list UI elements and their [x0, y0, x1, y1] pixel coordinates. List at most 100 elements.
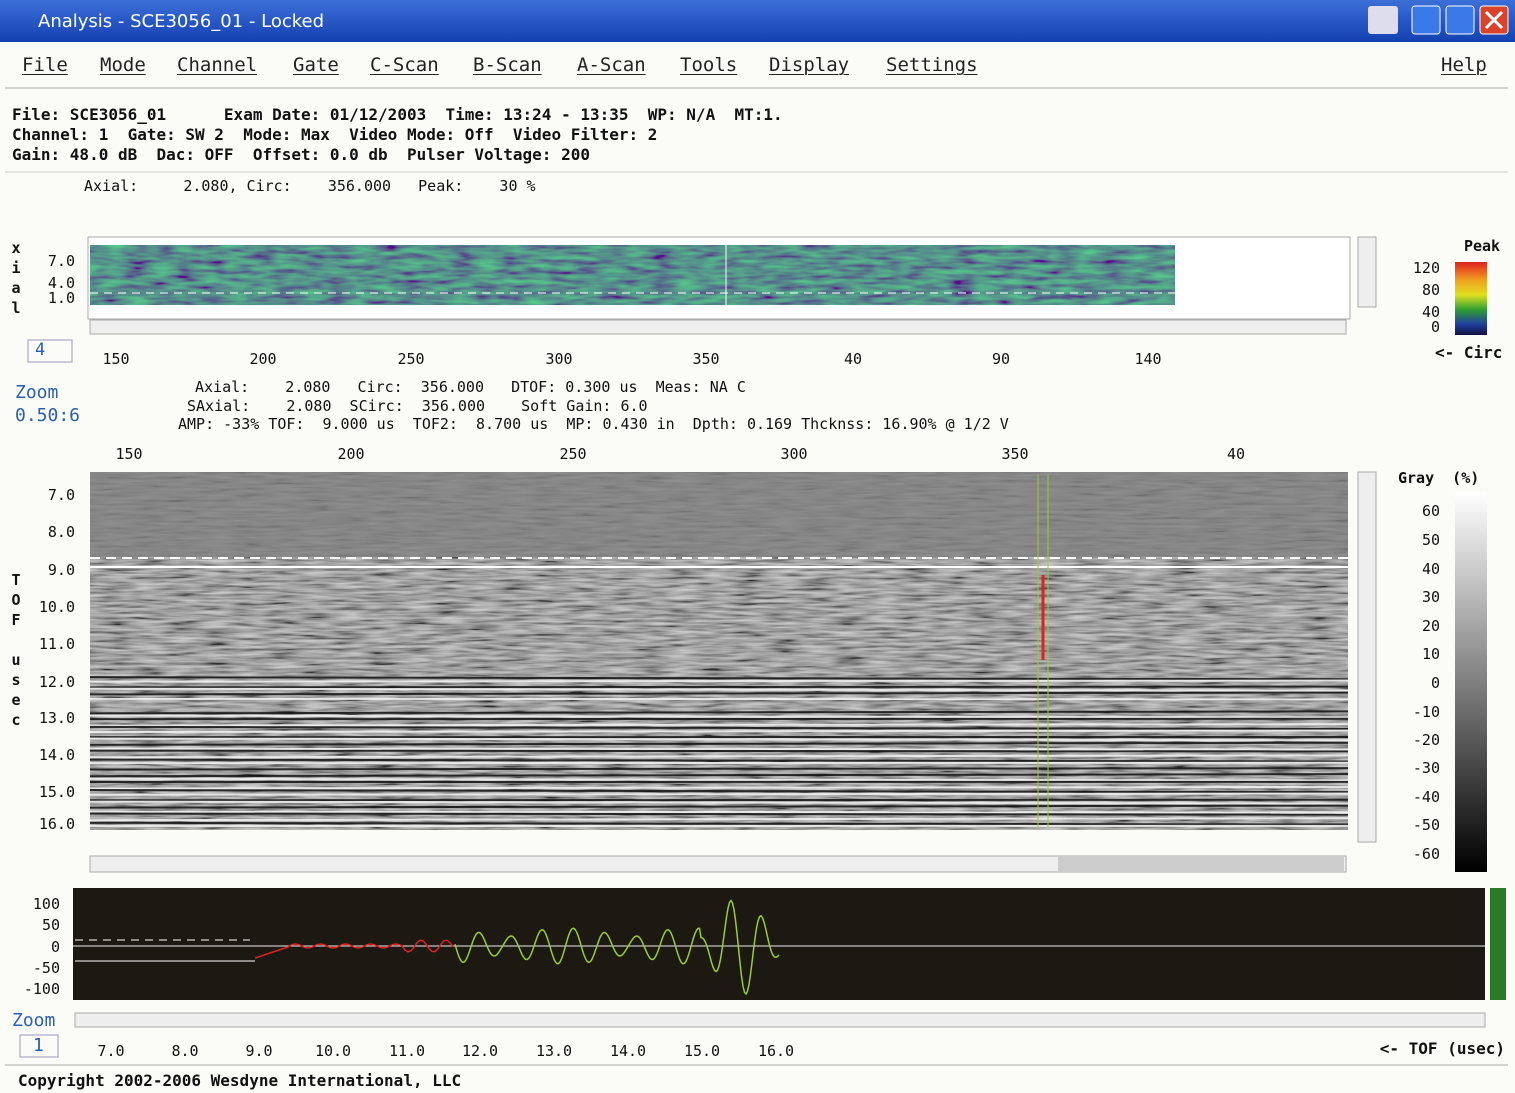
legend-tick-label: -30	[1413, 758, 1440, 778]
y-tick-label: 0	[51, 937, 60, 957]
exam-info: File: SCE3056_01 Exam Date: 01/12/2003 T…	[12, 105, 783, 125]
y-tick-label: -50	[33, 958, 60, 978]
x-tick-label: 200	[249, 349, 276, 369]
x-tick-label: 7.0	[97, 1041, 124, 1061]
y-tick-label: 8.0	[48, 522, 75, 542]
y-tick-label: 50	[42, 915, 60, 935]
application-window: Analysis - SCE3056_01 - Locked File Mode Ch…	[0, 0, 1515, 1093]
y-tick-label: 13.0	[39, 708, 75, 728]
y-tick-label: 10.0	[39, 597, 75, 617]
bscan-readout: SAxial: 2.080 SCirc: 356.000 Soft Gain: …	[187, 396, 648, 416]
bscan-stripe	[90, 748, 1348, 749]
minimize-button[interactable]	[1412, 6, 1440, 34]
x-tick-label: 8.0	[171, 1041, 198, 1061]
index-value: 4	[35, 340, 45, 360]
x-tick-label: 15.0	[684, 1041, 720, 1061]
x-tick-label: 250	[397, 349, 424, 369]
legend-tick-label: 10	[1422, 644, 1440, 664]
exam-info: Gain: 48.0 dB Dac: OFF Offset: 0.0 db Pu…	[12, 145, 590, 165]
x-tick-label: 13.0	[536, 1041, 572, 1061]
ascan-plot	[73, 888, 1485, 1000]
x-tick-label: 150	[115, 444, 142, 464]
window-title: Analysis - SCE3056_01 - Locked	[38, 12, 324, 32]
x-tick-label: 150	[102, 349, 129, 369]
bscan-stripe	[90, 724, 1348, 725]
x-tick-label: 350	[692, 349, 719, 369]
ascan-vscroll[interactable]	[1490, 888, 1506, 1000]
y-tick-label: 1.0	[48, 288, 75, 308]
legend-tick-label: 30	[1422, 587, 1440, 607]
axis-label: xial	[10, 238, 22, 318]
legend-title: Gray (%)	[1398, 468, 1479, 488]
axis-label: usec	[10, 650, 22, 730]
legend-tick-label: 40	[1422, 559, 1440, 579]
axis-hint: <- Circ	[1435, 343, 1502, 363]
legend-tick-label: 50	[1422, 530, 1440, 550]
menu-item[interactable]: A-Scan	[577, 55, 646, 75]
y-tick-label: 7.0	[48, 251, 75, 271]
bscan-vscroll[interactable]	[1358, 472, 1376, 842]
axis-label: TOF	[10, 570, 22, 630]
x-tick-label: 9.0	[245, 1041, 272, 1061]
x-tick-label: 40	[844, 349, 862, 369]
legend-tick-label: -40	[1413, 787, 1440, 807]
ascan-scrollbar[interactable]	[75, 1013, 1485, 1027]
menu-item[interactable]: Display	[769, 55, 849, 75]
legend-tick-label: 80	[1422, 280, 1440, 300]
scroll-thumb[interactable]	[1058, 857, 1344, 871]
bscan-upper	[90, 472, 1348, 557]
peak-colorbar	[1455, 262, 1487, 335]
legend-tick-label: 0	[1431, 317, 1440, 337]
y-tick-label: 12.0	[39, 672, 75, 692]
menu-item[interactable]: Mode	[100, 55, 146, 75]
bscan-stripe	[90, 751, 1348, 752]
x-tick-label: 140	[1134, 349, 1161, 369]
cscan-vscroll[interactable]	[1358, 237, 1376, 307]
bscan-stripe	[90, 768, 1348, 769]
x-tick-label: 300	[780, 444, 807, 464]
legend-tick-label: -20	[1413, 730, 1440, 750]
zoom-label: Zoom	[15, 383, 58, 403]
x-tick-label: 12.0	[462, 1041, 498, 1061]
cscan-scrollbar[interactable]	[90, 320, 1346, 334]
menu-item[interactable]: Gate	[293, 55, 339, 75]
y-tick-label: 7.0	[48, 485, 75, 505]
legend-tick-label: 120	[1413, 258, 1440, 278]
status-bar: Copyright 2002-2006 Wesdyne Internationa…	[18, 1071, 461, 1091]
legend-tick-label: -50	[1413, 815, 1440, 835]
y-tick-label: 16.0	[39, 814, 75, 834]
cscan-readout: Axial: 2.080, Circ: 356.000 Peak: 30 %	[84, 176, 536, 196]
zoom-value: 1	[33, 1036, 44, 1056]
x-tick-label: 300	[545, 349, 572, 369]
menu-item[interactable]: Help	[1441, 55, 1487, 75]
bscan-stripe	[90, 812, 1348, 813]
cscan-texture	[90, 245, 1175, 305]
y-tick-label: 14.0	[39, 745, 75, 765]
zoom-label: Zoom	[12, 1011, 55, 1031]
menu-item[interactable]: Tools	[680, 55, 737, 75]
legend-title: Peak	[1464, 236, 1500, 256]
x-tick-label: 10.0	[315, 1041, 351, 1061]
menu-item[interactable]: C-Scan	[370, 55, 439, 75]
gray-colorbar	[1455, 492, 1487, 872]
bscan-stripe	[90, 681, 1348, 682]
menu-item[interactable]: Channel	[177, 55, 257, 75]
menu-item[interactable]: Settings	[886, 55, 978, 75]
legend-tick-label: 0	[1431, 673, 1440, 693]
maximize-button[interactable]	[1446, 6, 1474, 34]
bscan-stripe	[90, 794, 1348, 795]
menu-item[interactable]: B-Scan	[473, 55, 542, 75]
menu-item[interactable]: File	[22, 55, 68, 75]
legend-tick-label: -10	[1413, 702, 1440, 722]
bscan-stripe	[90, 814, 1348, 815]
legend-tick-label: -60	[1413, 844, 1440, 864]
y-tick-label: 15.0	[39, 782, 75, 802]
x-tick-label: 350	[1001, 444, 1028, 464]
bscan-readout: Axial: 2.080 Circ: 356.000 DTOF: 0.300 u…	[195, 377, 746, 397]
x-tick-label: 90	[992, 349, 1010, 369]
print-button[interactable]	[1368, 6, 1398, 34]
y-tick-label: 9.0	[48, 560, 75, 580]
bscan-stripe	[90, 800, 1348, 801]
exam-info: Channel: 1 Gate: SW 2 Mode: Max Video Mo…	[12, 125, 657, 145]
y-tick-label: 11.0	[39, 634, 75, 654]
